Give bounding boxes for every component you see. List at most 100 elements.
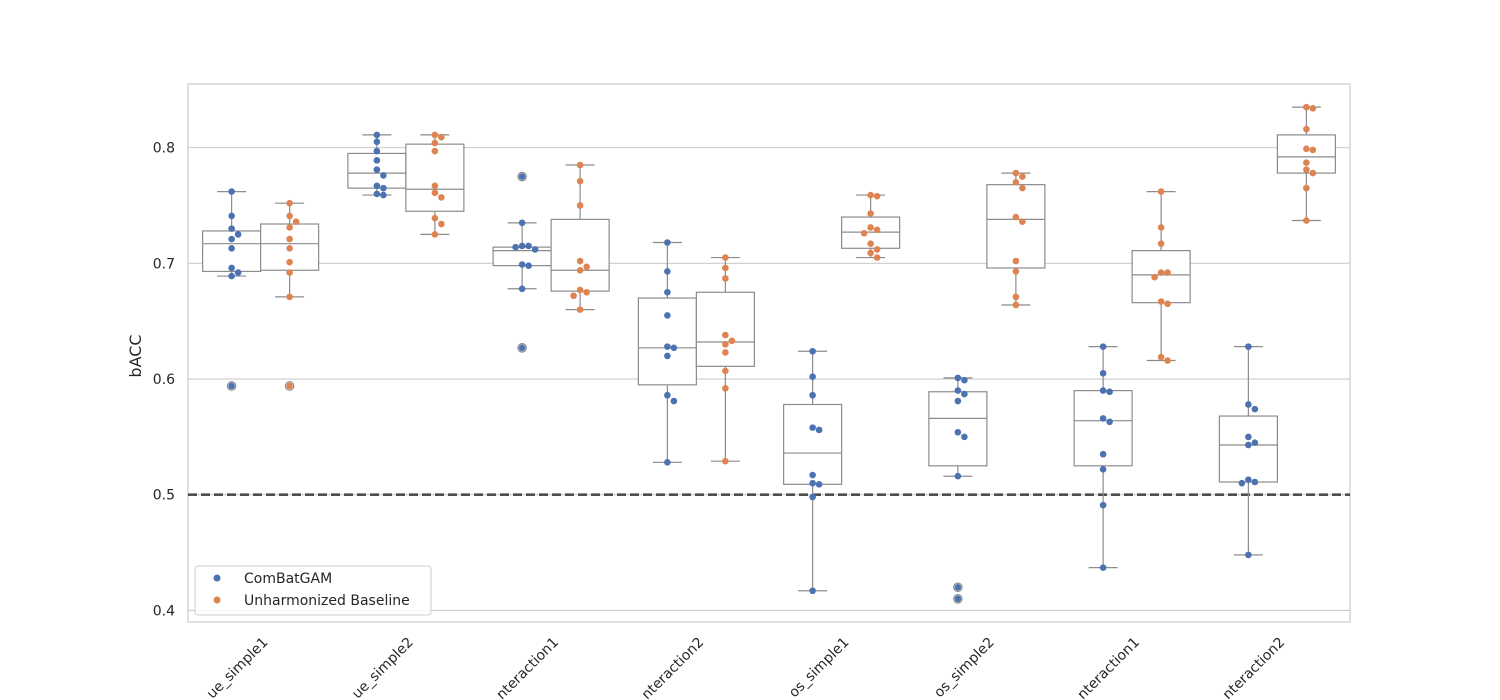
data-point bbox=[1303, 145, 1310, 153]
data-point bbox=[815, 481, 823, 488]
data-point bbox=[228, 272, 235, 280]
data-point bbox=[380, 184, 387, 192]
data-point bbox=[1303, 103, 1310, 111]
data-point bbox=[1151, 273, 1158, 281]
data-point bbox=[373, 147, 381, 155]
data-point bbox=[431, 189, 439, 197]
data-point bbox=[576, 266, 584, 274]
data-point bbox=[664, 459, 671, 466]
data-point bbox=[1157, 224, 1165, 231]
data-point bbox=[286, 199, 293, 207]
data-point bbox=[1106, 388, 1113, 396]
data-point bbox=[438, 133, 445, 141]
y-tick-label: 0.7 bbox=[153, 256, 175, 272]
data-point bbox=[576, 202, 584, 209]
box bbox=[986, 184, 1046, 269]
data-point bbox=[576, 257, 584, 265]
data-point bbox=[809, 424, 816, 431]
data-point bbox=[1099, 343, 1107, 350]
outlier-marker bbox=[284, 381, 295, 391]
data-point bbox=[431, 231, 439, 238]
data-point bbox=[664, 268, 671, 275]
data-point bbox=[1012, 301, 1020, 309]
data-point bbox=[1012, 257, 1020, 265]
data-point bbox=[809, 373, 816, 381]
y-axis-label: bACC bbox=[126, 334, 145, 377]
data-point bbox=[576, 306, 584, 313]
data-point bbox=[1251, 478, 1259, 486]
data-point bbox=[1099, 387, 1107, 394]
data-point bbox=[373, 190, 381, 198]
data-point bbox=[228, 235, 235, 243]
data-point bbox=[867, 240, 874, 247]
data-point bbox=[722, 254, 729, 261]
data-point bbox=[1303, 217, 1310, 224]
data-point bbox=[1309, 104, 1317, 112]
outlier-marker bbox=[226, 381, 237, 391]
data-point bbox=[1309, 146, 1317, 154]
legend-marker-combatgam bbox=[213, 574, 221, 582]
data-point bbox=[722, 341, 729, 348]
data-point bbox=[518, 285, 526, 293]
x-tick-label: nteraction2 bbox=[639, 635, 707, 700]
y-tick-label: 0.6 bbox=[153, 372, 175, 388]
data-point bbox=[234, 269, 242, 276]
data-point bbox=[373, 138, 381, 146]
data-point bbox=[431, 139, 439, 147]
data-point bbox=[1303, 184, 1310, 192]
data-point bbox=[873, 192, 881, 200]
data-point bbox=[1157, 269, 1165, 276]
data-point bbox=[664, 239, 671, 246]
box bbox=[637, 297, 697, 386]
data-point bbox=[809, 391, 816, 399]
data-point bbox=[525, 262, 532, 269]
data-point bbox=[1303, 166, 1310, 173]
data-point bbox=[228, 188, 235, 195]
data-point bbox=[380, 191, 387, 199]
data-point bbox=[1099, 465, 1107, 473]
data-point bbox=[961, 376, 968, 384]
data-point bbox=[570, 292, 577, 300]
y-tick-labels: 0.4 0.5 0.6 0.7 0.8 bbox=[153, 141, 175, 620]
data-point bbox=[1245, 551, 1252, 559]
data-point bbox=[722, 367, 729, 375]
data-point bbox=[286, 212, 293, 220]
legend-frame bbox=[194, 565, 432, 616]
data-point bbox=[234, 231, 242, 238]
data-point bbox=[1303, 159, 1310, 166]
legend: ComBatGAM Unharmonized Baseline bbox=[194, 565, 432, 616]
x-tick-label: nteraction2 bbox=[1220, 635, 1288, 700]
outlier-point bbox=[518, 344, 526, 352]
data-point bbox=[228, 264, 235, 272]
data-point bbox=[373, 131, 381, 139]
data-point bbox=[1019, 218, 1026, 225]
outlier-marker bbox=[517, 171, 527, 182]
data-point bbox=[722, 384, 729, 392]
data-point bbox=[809, 471, 816, 479]
x-tick-label: os_simple1 bbox=[786, 635, 852, 700]
data-point bbox=[1157, 353, 1165, 361]
data-point bbox=[228, 212, 235, 220]
data-point bbox=[431, 182, 439, 190]
data-point bbox=[1012, 179, 1020, 186]
data-point bbox=[1157, 188, 1165, 195]
y-tick-label: 0.4 bbox=[153, 603, 175, 619]
data-point bbox=[1157, 240, 1165, 247]
data-point bbox=[512, 243, 519, 251]
box-plots bbox=[202, 106, 1336, 604]
data-point bbox=[1251, 439, 1259, 446]
data-point bbox=[1106, 418, 1113, 426]
data-point bbox=[518, 261, 526, 268]
data-point bbox=[954, 387, 962, 394]
data-point bbox=[670, 344, 678, 352]
y-tick-label: 0.5 bbox=[153, 488, 175, 504]
data-point bbox=[860, 229, 868, 237]
data-point bbox=[670, 397, 678, 405]
data-point bbox=[1238, 479, 1246, 487]
legend-label-combatgam: ComBatGAM bbox=[244, 571, 332, 587]
data-point bbox=[1012, 293, 1020, 301]
data-point bbox=[1245, 433, 1252, 441]
data-point bbox=[1303, 125, 1310, 133]
data-point bbox=[722, 349, 729, 356]
